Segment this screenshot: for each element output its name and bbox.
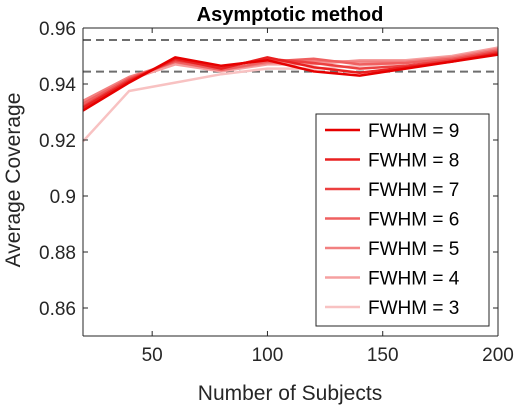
legend-label-1: FWHM = 9 — [368, 121, 459, 142]
series-line-6 — [82, 46, 499, 104]
x-tick-label: 100 — [252, 345, 284, 366]
legend: FWHM = 9 FWHM = 8 FWHM = 7 FWHM = 6 FWHM = 5… — [315, 113, 490, 327]
y-tick-label: 0.88 — [39, 243, 76, 264]
x-tick-label: 200 — [482, 345, 514, 366]
x-tick-label: 50 — [142, 345, 163, 366]
y-tick-label: 0.94 — [39, 75, 76, 96]
y-tick-label: 0.96 — [39, 19, 76, 40]
x-axis-label: Number of Subjects — [198, 382, 382, 405]
x-tick-label: 150 — [367, 345, 399, 366]
legend-label-5: FWHM = 5 — [368, 239, 459, 260]
chart-title: Asymptotic method — [197, 4, 384, 26]
series-line-1 — [82, 53, 499, 112]
legend-label-6: FWHM = 4 — [368, 269, 460, 290]
legend-label-4: FWHM = 6 — [368, 210, 459, 231]
y-tick-label: 0.9 — [50, 187, 76, 208]
y-tick-label: 0.92 — [39, 131, 76, 152]
legend-box — [315, 113, 490, 327]
legend-label-7: FWHM = 3 — [368, 298, 459, 319]
legend-label-2: FWHM = 8 — [368, 151, 459, 172]
y-axis-label: Average Coverage — [2, 93, 25, 268]
legend-label-3: FWHM = 7 — [368, 180, 459, 201]
y-tick-label: 0.86 — [39, 299, 76, 320]
